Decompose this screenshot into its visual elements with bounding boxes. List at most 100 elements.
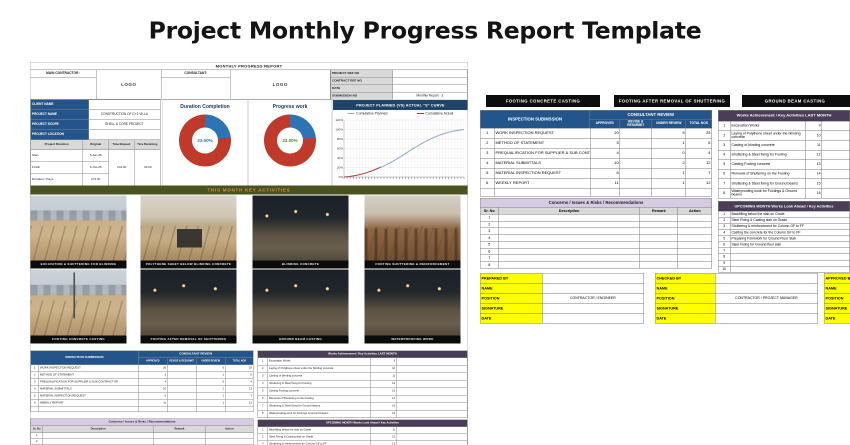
inspection-row: 6 WEEKLY REPORT 11 1 12 bbox=[31, 400, 254, 407]
action-cell bbox=[678, 221, 713, 228]
submission-label: MATERIAL SUBMITTALS bbox=[494, 158, 591, 169]
signature-label: NAME bbox=[655, 283, 716, 294]
submission-label: METHOD OF STATEMENT bbox=[494, 138, 591, 149]
approved-count: 5 bbox=[138, 372, 168, 379]
inspection-table-detail: INSPECTION SUBMISSION CONSULTANT REVIEW AP… bbox=[480, 110, 712, 197]
revise-count bbox=[167, 386, 197, 393]
activity-value: 13 bbox=[371, 441, 397, 445]
svg-text:80%: 80% bbox=[337, 137, 343, 141]
row-number: 1 bbox=[258, 358, 268, 366]
review-column-header: APPROVED bbox=[138, 358, 168, 365]
consultant-review-header: CONSULTANT REVIEW bbox=[590, 110, 712, 120]
concerns-row: 4 bbox=[480, 234, 713, 242]
empty-cell bbox=[396, 373, 468, 381]
row-number: 3 bbox=[258, 441, 268, 445]
activity-description: Shuttering & reinforcement for Column GF… bbox=[268, 441, 371, 445]
action-cell bbox=[678, 241, 713, 249]
signature-label: NAME bbox=[480, 283, 543, 294]
signature-value: CONTRACTOR / ENGINEER bbox=[542, 293, 644, 304]
concerns-title: Concerns / Issues & Risks / Recommendati… bbox=[480, 198, 712, 208]
description-cell bbox=[498, 234, 641, 242]
info-row: PROJECT SCOPE SHELL & CORE PROJECT bbox=[31, 120, 161, 130]
activity-value: 11 bbox=[370, 427, 397, 434]
submission-label: WORK INSPECTION REQUEST bbox=[494, 128, 591, 139]
total-count: 12 bbox=[686, 178, 712, 189]
approved-count: 11 bbox=[138, 400, 168, 407]
planned-line-swatch bbox=[347, 113, 355, 114]
action-cell bbox=[678, 228, 713, 235]
activity-value: 16 bbox=[806, 188, 823, 199]
signature-value bbox=[542, 273, 644, 284]
activity-description: Shuttering & Steel fixing for Footing bbox=[730, 150, 807, 160]
concerns-column-header: Action bbox=[678, 207, 713, 215]
inspection-row: 3 PREQUALIFICATION FOR SUPPLIER & SUB CON… bbox=[480, 148, 712, 159]
last-month-table-detail: Works Achievement / Key Activities LAST … bbox=[718, 110, 850, 199]
approved-count: 20 bbox=[590, 128, 621, 139]
signature-row: NAME bbox=[824, 283, 850, 294]
row-number: 4 bbox=[258, 380, 268, 388]
activity-description: Casting Footing concrete bbox=[730, 159, 807, 170]
approved-count: 11 bbox=[590, 178, 621, 189]
activity-description: Casting of blinding concrete bbox=[730, 140, 807, 151]
duration-header: Time Remaining bbox=[134, 140, 161, 150]
row-number: 7 bbox=[718, 179, 731, 189]
row-number: 3 bbox=[480, 228, 499, 235]
photo-caption: FOOTING AFTER REMOVAL OF SHUTTERING bbox=[140, 335, 237, 344]
activity-value: 13 bbox=[806, 159, 823, 170]
inspection-row: 1 WORK INSPECTION REQUEST 20 5 25 bbox=[480, 128, 712, 139]
description-cell bbox=[498, 255, 641, 262]
last-month-detail-row: 2 Laying of Polythene sheet under the bli… bbox=[718, 131, 850, 141]
concerns-row: 1 bbox=[31, 433, 254, 439]
photo-caption: GROUND BEAM CASTING bbox=[252, 335, 349, 344]
remark-cell bbox=[153, 433, 206, 439]
row-number: 2 bbox=[718, 217, 731, 224]
activity-value: 12 bbox=[370, 434, 397, 441]
info-value bbox=[88, 100, 161, 110]
signature-row: APPROVED BY bbox=[824, 273, 850, 284]
cell bbox=[620, 188, 653, 197]
signature-label: SIGNATURE bbox=[824, 303, 850, 314]
revise-count bbox=[620, 178, 653, 189]
signature-label: POSITION bbox=[480, 293, 543, 304]
row-number: 2 bbox=[31, 372, 39, 379]
action-cell bbox=[678, 234, 713, 242]
empty-cell bbox=[396, 427, 468, 434]
info-row: PROJECT LOCATION bbox=[31, 130, 161, 140]
activity-description: Laying of Polythene sheet under the blin… bbox=[730, 131, 807, 141]
photo-caption: POLYTHENE SHEET BELOW BLINDING CONCRETE bbox=[140, 260, 237, 269]
signature-row: POSITION CONTRACTOR / PROJECT MANAGER bbox=[655, 293, 818, 304]
revise-count bbox=[167, 400, 197, 407]
main-contractor-block: MAIN CONTRACTOR : bbox=[30, 69, 97, 100]
revise-count bbox=[167, 372, 197, 379]
signature-value bbox=[715, 313, 818, 324]
last-month-row: 8 Waterproofing work for Footings & Groun… bbox=[258, 410, 468, 418]
site-photo: FOOTING AFTER REMOVAL OF SHUTTERING bbox=[140, 269, 237, 344]
activity-description: Laying of Polythene sheet under the blin… bbox=[267, 365, 371, 373]
info-row: CLIENT NAME bbox=[31, 100, 161, 110]
upcoming-row: 2 Steel Fixing & Casting slab on Grade 12 bbox=[258, 434, 468, 441]
cell bbox=[38, 407, 139, 412]
donut-hole bbox=[277, 127, 303, 154]
activity-value: 10 bbox=[370, 365, 397, 373]
duration-original: 5-Jan-25 bbox=[83, 150, 109, 162]
inspection-row: 4 MATERIAL SUBMITTALS 10 2 12 bbox=[31, 386, 254, 393]
signature-label: POSITION bbox=[655, 293, 716, 304]
submission-label: WORK INSPECTION REQUEST bbox=[38, 365, 139, 372]
remark-cell bbox=[640, 241, 679, 249]
photo-caption-bar: WATERPROOFING WORK bbox=[843, 95, 850, 107]
row-number: 6 bbox=[718, 169, 731, 180]
s-curve-panel: PROJECT PLANNED (VS) ACTUAL "S" CURVE Cu… bbox=[332, 99, 468, 187]
photo-caption: WATERPROOFING WORK bbox=[364, 335, 461, 344]
inspection-table: INSPECTION SUBMISSION CONSULTANT REVIEW AP… bbox=[30, 350, 254, 412]
signature-row: NAME bbox=[480, 283, 644, 294]
concerns-row: 3 bbox=[480, 228, 713, 235]
cell bbox=[590, 188, 621, 197]
submission-label: METHOD OF STATEMENT bbox=[38, 372, 139, 379]
remark-cell bbox=[640, 255, 679, 262]
row-number: 3 bbox=[31, 379, 39, 386]
under-review-count: 1 bbox=[196, 393, 226, 400]
inspection-row: 6 WEEKLY REPORT 11 1 12 bbox=[480, 178, 712, 189]
inspection-header: INSPECTION SUBMISSION CONSULTANT REVIEW AP… bbox=[480, 110, 712, 129]
revise-count bbox=[167, 379, 197, 386]
description-cell bbox=[498, 261, 641, 269]
